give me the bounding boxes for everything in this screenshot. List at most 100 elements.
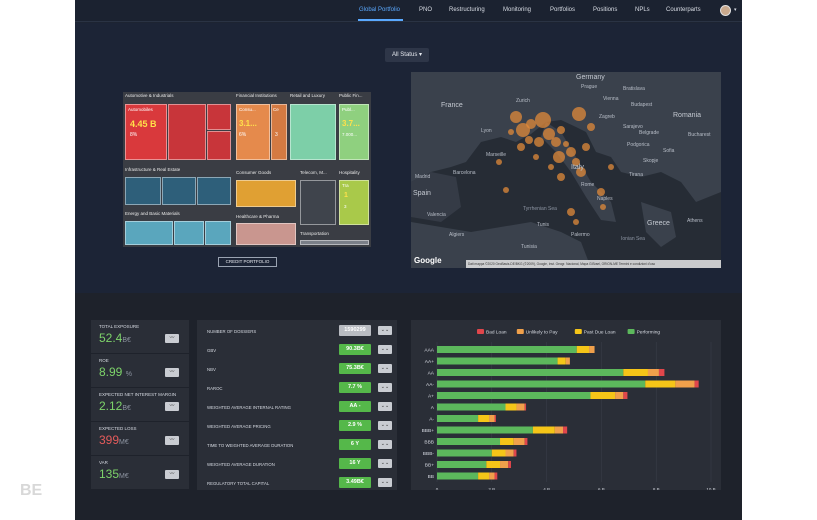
exposure-bubble[interactable] — [600, 204, 606, 210]
bar-segment[interactable] — [658, 369, 665, 376]
chevron-down-icon[interactable]: ⌄⌄ — [378, 459, 392, 468]
tm-tile-transportation[interactable] — [300, 240, 369, 245]
bar-segment[interactable] — [557, 357, 566, 365]
exposure-bubble[interactable] — [582, 143, 590, 151]
exposure-bubble[interactable] — [587, 123, 595, 131]
trend-chart-icon[interactable]: 〰 — [165, 334, 179, 343]
exposure-bubble[interactable] — [573, 219, 579, 225]
bar-segment[interactable] — [645, 380, 676, 388]
bar-segment[interactable] — [437, 346, 577, 353]
exposure-bubble[interactable] — [608, 164, 614, 170]
bar-segment[interactable] — [513, 438, 525, 445]
bar-segment[interactable] — [554, 426, 564, 434]
bar-segment[interactable] — [437, 369, 624, 376]
exposure-bubble[interactable] — [557, 126, 565, 134]
trend-chart-icon[interactable]: 〰 — [165, 368, 179, 377]
trend-chart-icon[interactable]: 〰 — [165, 436, 179, 445]
bar-segment[interactable] — [437, 392, 591, 399]
user-avatar[interactable] — [720, 5, 731, 16]
bar-segment[interactable] — [508, 461, 511, 468]
bar-segment[interactable] — [647, 369, 659, 376]
bar-segment[interactable] — [505, 449, 514, 457]
bar-segment[interactable] — [489, 415, 495, 422]
tm-tile-energy-3[interactable] — [205, 221, 231, 245]
chevron-down-icon[interactable]: ⌄⌄ — [378, 364, 392, 373]
bar-segment[interactable] — [500, 461, 509, 468]
bar-segment[interactable] — [491, 449, 506, 457]
exposure-bubble[interactable] — [566, 147, 576, 157]
tm-tile-healthcare[interactable] — [236, 223, 296, 245]
exposure-bubble[interactable] — [510, 111, 522, 123]
bar-segment[interactable] — [524, 403, 527, 411]
tm-tile-energy-2[interactable] — [174, 221, 204, 245]
nav-pno[interactable]: PNO — [419, 7, 433, 13]
exposure-bubble[interactable] — [572, 107, 586, 121]
bar-segment[interactable] — [437, 380, 646, 388]
bar-segment[interactable] — [513, 449, 517, 457]
tm-tile-retail[interactable] — [290, 104, 336, 160]
tm-tile-infra-2[interactable] — [162, 177, 196, 205]
nav-global-portfolio[interactable]: Global Portfolio — [359, 7, 401, 13]
exposure-bubble[interactable] — [551, 137, 561, 147]
nav-monitoring[interactable]: Monitoring — [503, 7, 532, 13]
exposure-bubble[interactable] — [567, 208, 575, 216]
bar-segment[interactable] — [623, 392, 628, 399]
chevron-down-icon[interactable]: ⌄⌄ — [378, 440, 392, 449]
chevron-down-icon[interactable]: ⌄⌄ — [378, 345, 392, 354]
bar-segment[interactable] — [563, 426, 568, 434]
exposure-map[interactable]: France Germany Italy Romania Spain Tunis… — [411, 72, 721, 268]
exposure-bubble[interactable] — [548, 164, 554, 170]
bar-segment[interactable] — [437, 415, 479, 422]
bar-segment[interactable] — [437, 403, 506, 411]
legend-label[interactable]: Past Due Loan — [584, 330, 616, 336]
tm-tile-energy-1[interactable] — [125, 221, 173, 245]
trend-chart-icon[interactable]: 〰 — [165, 470, 179, 479]
nav-npls[interactable]: NPLs — [635, 7, 650, 13]
tm-tile-auto-3[interactable] — [207, 104, 231, 130]
tm-tile-infra-1[interactable] — [125, 177, 161, 205]
bar-segment[interactable] — [478, 415, 490, 422]
credit-portfolio-treemap[interactable]: Automotive & Industrials Automobiles 4.4… — [123, 92, 371, 247]
map-attribution[interactable]: Dati mappa ©2020 GeoBasis-DE/BKG (©2009)… — [466, 260, 721, 268]
exposure-bubble[interactable] — [535, 112, 551, 128]
bar-segment[interactable] — [437, 438, 501, 445]
exposure-bubble[interactable] — [525, 136, 533, 144]
credit-portfolio-button[interactable]: CREDIT PORTFOLIO — [218, 257, 277, 267]
exposure-bubble[interactable] — [516, 123, 530, 137]
nav-counterparts[interactable]: Counterparts — [666, 7, 701, 13]
exposure-bubble[interactable] — [543, 128, 555, 140]
bar-segment[interactable] — [500, 438, 514, 445]
bar-segment[interactable] — [489, 472, 495, 480]
exposure-bubble[interactable] — [508, 129, 514, 135]
bar-segment[interactable] — [437, 357, 558, 365]
bar-segment[interactable] — [532, 426, 555, 434]
bar-segment[interactable] — [576, 346, 590, 353]
bar-segment[interactable] — [486, 461, 501, 468]
exposure-bubble[interactable] — [503, 187, 509, 193]
bar-segment[interactable] — [675, 380, 695, 388]
tm-tile-auto-2[interactable] — [168, 104, 206, 160]
bar-segment[interactable] — [590, 392, 616, 399]
legend-label[interactable]: Bad Loan — [486, 330, 507, 336]
nav-portfolios[interactable]: Portfolios — [550, 7, 576, 13]
exposure-bubble[interactable] — [533, 154, 539, 160]
chevron-down-icon[interactable]: ⌄⌄ — [378, 421, 392, 430]
trend-chart-icon[interactable]: 〰 — [165, 402, 179, 411]
chevron-down-icon[interactable]: ⌄⌄ — [378, 326, 392, 335]
chevron-down-icon[interactable]: ⌄⌄ — [378, 402, 392, 411]
bar-segment[interactable] — [565, 357, 570, 365]
bar-segment[interactable] — [505, 403, 517, 411]
exposure-bubble[interactable] — [576, 167, 586, 177]
bar-segment[interactable] — [589, 346, 595, 353]
chevron-down-icon[interactable]: ⌄⌄ — [378, 383, 392, 392]
bar-segment[interactable] — [478, 472, 490, 480]
bar-segment[interactable] — [694, 380, 699, 388]
legend-label[interactable]: Unlikely to Pay — [526, 330, 558, 336]
tm-tile-ce[interactable] — [271, 104, 287, 160]
status-filter-dropdown[interactable]: All Status ▾ — [385, 48, 429, 62]
tm-tile-consu[interactable] — [236, 104, 270, 160]
exposure-bubble[interactable] — [572, 158, 580, 166]
exposure-bubble[interactable] — [557, 173, 565, 181]
nav-restructuring[interactable]: Restructuring — [449, 7, 485, 13]
tm-tile-publ[interactable] — [339, 104, 369, 160]
